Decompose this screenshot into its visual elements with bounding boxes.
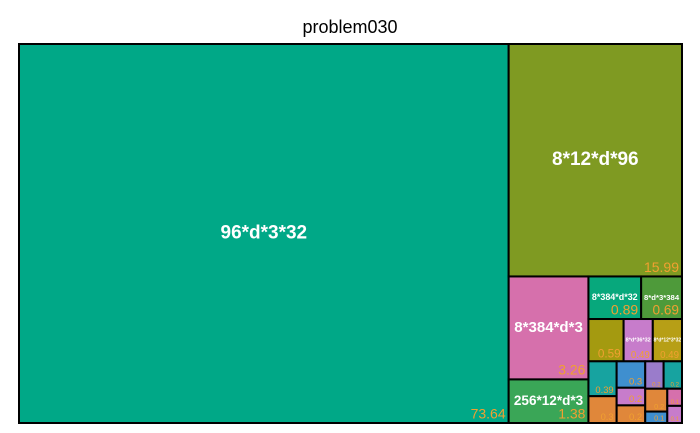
value-label: 0.3 (601, 411, 614, 422)
tile-label: 8*d*3*384 (644, 293, 680, 302)
value-label: 0.2 (629, 394, 642, 405)
value-label: 3.26 (558, 362, 585, 378)
value-label: 0.1 (671, 400, 680, 406)
tile-label: 8*384*d*3 (514, 319, 583, 336)
value-label: 0.89 (611, 301, 638, 317)
value-label: 0.1 (654, 414, 664, 423)
value-label: 0.1 (671, 417, 680, 423)
tile-label: 8*384*d*32 (592, 292, 638, 302)
value-label: 1.38 (558, 405, 585, 421)
treemap-tile (587, 318, 625, 363)
tile-label: 256*12*d*3 (514, 393, 584, 408)
tile-label: 8*d*36*32 (626, 338, 651, 344)
value-label: 0.59 (598, 347, 621, 360)
treemap-tile (18, 43, 510, 424)
chart-title: problem030 (302, 17, 397, 37)
value-label: 0.39 (595, 384, 613, 395)
value-label: 0.69 (653, 302, 680, 317)
value-label: 0.3 (629, 377, 642, 388)
value-label: 0.2 (671, 382, 680, 389)
treemap-tile (640, 275, 683, 321)
treemap-tile (666, 404, 683, 424)
treemap-tile (587, 395, 618, 425)
value-label: 15.99 (644, 259, 679, 275)
value-label: 0.2 (652, 382, 661, 389)
tile-label: 96*d*3*32 (221, 223, 308, 244)
treemap-tile (507, 43, 683, 278)
value-label: 0.49 (660, 350, 679, 361)
tile-label: 8*d*12*3*32 (654, 337, 682, 343)
value-label: 73.64 (471, 405, 506, 421)
value-label: 0.49 (631, 350, 650, 361)
value-label: 0.2 (654, 402, 664, 411)
value-label: 0.2 (629, 412, 642, 423)
tile-label: 8*12*d*96 (552, 149, 639, 170)
